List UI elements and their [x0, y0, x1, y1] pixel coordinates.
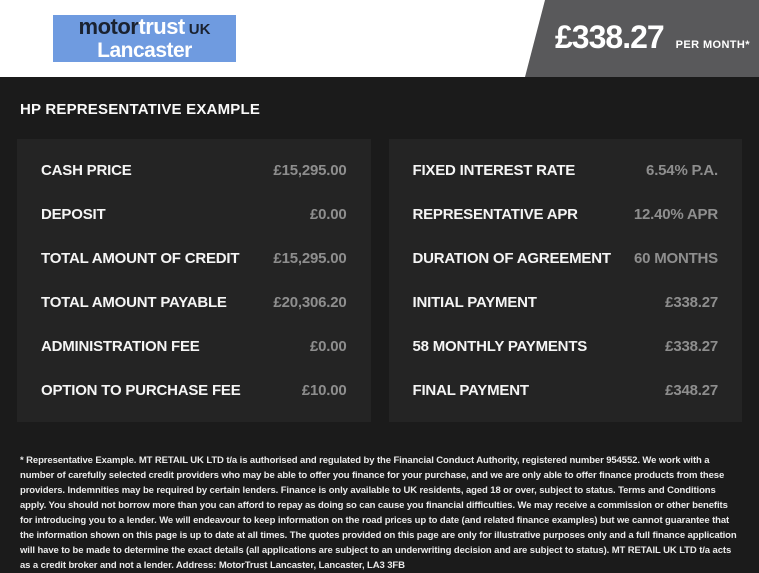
table-row: DURATION OF AGREEMENT 60 MONTHS — [413, 250, 719, 267]
row-label: FIXED INTEREST RATE — [412, 162, 576, 180]
row-value: £15,295.00 — [273, 162, 347, 180]
row-value: 6.54% P.A. — [646, 162, 718, 180]
table-row: INITIAL PAYMENT £338.27 — [413, 294, 719, 311]
price-banner: £338.27 PER MONTH* — [525, 0, 759, 77]
row-value: £338.27 — [665, 293, 718, 311]
table-row: TOTAL AMOUNT OF CREDIT £15,295.00 — [41, 250, 347, 267]
table-row: DEPOSIT £0.00 — [41, 206, 347, 223]
logo-location: Lancaster — [97, 39, 192, 62]
logo-brand: motortrust UK — [79, 16, 211, 40]
monthly-price-period: PER MONTH* — [675, 39, 750, 51]
row-label: REPRESENTATIVE APR — [412, 206, 579, 224]
finance-panels: CASH PRICE £15,295.00 DEPOSIT £0.00 TOTA… — [17, 139, 742, 422]
row-label: CASH PRICE — [41, 162, 132, 180]
header: motortrust UK Lancaster £338.27 PER MONTH… — [0, 0, 759, 77]
table-row: REPRESENTATIVE APR 12.40% APR — [413, 206, 719, 223]
row-label: INITIAL PAYMENT — [412, 293, 537, 311]
row-value: 12.40% APR — [633, 206, 718, 224]
row-label: TOTAL AMOUNT PAYABLE — [41, 293, 227, 311]
table-row: CASH PRICE £15,295.00 — [41, 162, 347, 179]
row-label: FINAL PAYMENT — [412, 381, 530, 399]
row-label: TOTAL AMOUNT OF CREDIT — [41, 250, 240, 268]
table-row: ADMINISTRATION FEE £0.00 — [41, 338, 347, 355]
row-value: £20,306.20 — [273, 293, 347, 311]
row-value: 60 MONTHS — [633, 250, 718, 268]
page-title: HP REPRESENTATIVE EXAMPLE — [20, 101, 261, 118]
table-row: FINAL PAYMENT £348.27 — [413, 382, 719, 399]
row-value: £0.00 — [309, 337, 347, 355]
row-label: ADMINISTRATION FEE — [41, 337, 200, 355]
row-value: £338.27 — [665, 337, 718, 355]
finance-panel-left: CASH PRICE £15,295.00 DEPOSIT £0.00 TOTA… — [17, 139, 371, 422]
logo-brand-trust: trust — [138, 14, 185, 39]
monthly-price-amount: £338.27 — [555, 19, 665, 55]
row-label: DURATION OF AGREEMENT — [412, 250, 611, 268]
main-content: HP REPRESENTATIVE EXAMPLE CASH PRICE £15… — [0, 77, 759, 573]
row-value: £348.27 — [665, 381, 718, 399]
dealer-logo: motortrust UK Lancaster — [53, 15, 236, 62]
row-value: £0.00 — [309, 206, 347, 224]
row-label: DEPOSIT — [41, 206, 106, 224]
table-row: 58 MONTHLY PAYMENTS £338.27 — [413, 338, 719, 355]
row-label: OPTION TO PURCHASE FEE — [41, 381, 241, 399]
table-row: FIXED INTEREST RATE 6.54% P.A. — [413, 162, 719, 179]
table-row: OPTION TO PURCHASE FEE £10.00 — [41, 382, 347, 399]
row-value: £15,295.00 — [273, 250, 347, 268]
logo-brand-motor: motor — [78, 14, 139, 39]
row-value: £10.00 — [301, 381, 347, 399]
logo-brand-uk: UK — [188, 21, 211, 38]
finance-panel-right: FIXED INTEREST RATE 6.54% P.A. REPRESENT… — [388, 139, 742, 422]
row-label: 58 MONTHLY PAYMENTS — [412, 337, 588, 355]
table-row: TOTAL AMOUNT PAYABLE £20,306.20 — [41, 294, 347, 311]
disclaimer-text: * Representative Example. MT RETAIL UK L… — [20, 455, 737, 571]
